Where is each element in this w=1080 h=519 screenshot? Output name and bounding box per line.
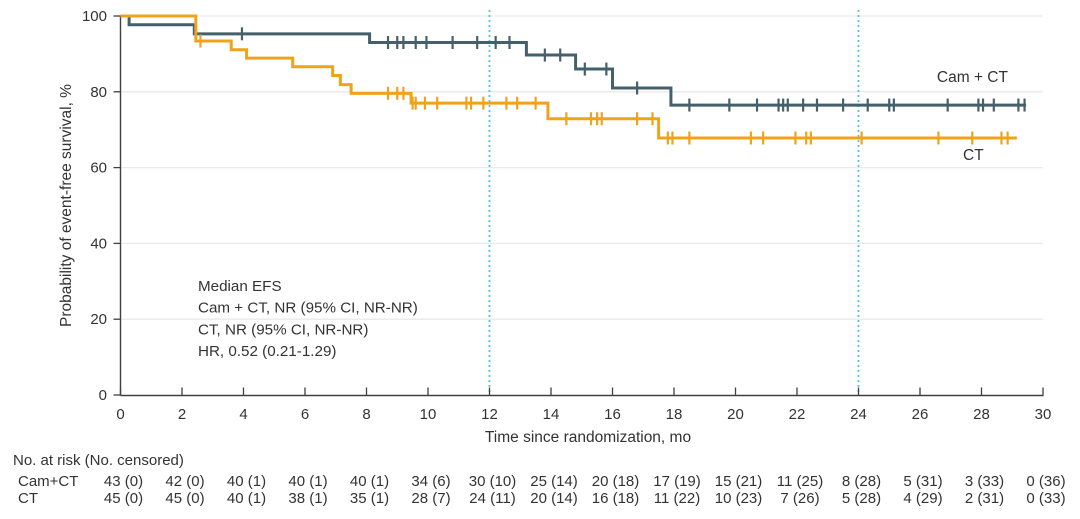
x-tick-label: 22 xyxy=(789,406,806,423)
x-tick-label: 18 xyxy=(666,406,683,423)
risk-cell: 38 (1) xyxy=(288,490,327,507)
risk-cell: 0 (33) xyxy=(1026,490,1065,507)
x-tick-label: 30 xyxy=(1035,406,1052,423)
risk-cell: 30 (10) xyxy=(469,473,517,490)
camct-curve-label: Cam + CT xyxy=(937,69,1009,86)
y-tick-label: 40 xyxy=(90,235,107,252)
x-tick-label: 24 xyxy=(850,406,867,423)
annotation-line: CT, NR (95% CI, NR-NR) xyxy=(198,321,368,338)
risk-cell: 8 (28) xyxy=(842,473,881,490)
x-tick-label: 12 xyxy=(481,406,498,423)
risk-cell: 25 (14) xyxy=(530,473,578,490)
x-tick-label: 2 xyxy=(178,406,186,423)
risk-cell: 28 (7) xyxy=(411,490,450,507)
risk-cell: 7 (26) xyxy=(780,490,819,507)
risk-cell: 2 (31) xyxy=(965,490,1004,507)
y-tick-label: 0 xyxy=(99,387,107,404)
x-tick-label: 8 xyxy=(362,406,370,423)
risk-cell: 40 (1) xyxy=(227,490,266,507)
risk-cell: 5 (28) xyxy=(842,490,881,507)
annotation-line: Median EFS xyxy=(198,278,282,295)
risk-cell: 0 (36) xyxy=(1026,473,1065,490)
risk-cell: 17 (19) xyxy=(653,473,701,490)
x-tick-label: 20 xyxy=(727,406,744,423)
y-axis-title: Probability of event-free survival, % xyxy=(58,84,75,327)
y-tick-label: 100 xyxy=(82,8,107,25)
y-tick-label: 60 xyxy=(90,160,107,177)
risk-row-label: CT xyxy=(18,490,38,507)
risk-cell: 20 (14) xyxy=(530,490,578,507)
x-axis-title: Time since randomization, mo xyxy=(485,429,691,446)
y-tick-label: 20 xyxy=(90,311,107,328)
y-tick-label: 80 xyxy=(90,84,107,101)
risk-cell: 5 (31) xyxy=(903,473,942,490)
risk-cell: 34 (6) xyxy=(411,473,450,490)
x-tick-label: 10 xyxy=(420,406,437,423)
annotation-line: HR, 0.52 (0.21-1.29) xyxy=(198,343,336,360)
x-tick-label: 28 xyxy=(973,406,990,423)
risk-cell: 35 (1) xyxy=(350,490,389,507)
risk-cell: 40 (1) xyxy=(227,473,266,490)
risk-cell: 15 (21) xyxy=(715,473,763,490)
risk-cell: 11 (22) xyxy=(654,490,700,507)
x-tick-label: 6 xyxy=(301,406,309,423)
risk-cell: 24 (11) xyxy=(469,490,515,507)
risk-cell: 16 (18) xyxy=(592,490,640,507)
risk-cell: 20 (18) xyxy=(592,473,640,490)
risk-cell: 40 (1) xyxy=(288,473,327,490)
risk-row-label: Cam+CT xyxy=(18,473,78,490)
risk-cell: 45 (0) xyxy=(104,490,143,507)
x-tick-label: 26 xyxy=(912,406,929,423)
x-tick-label: 14 xyxy=(543,406,560,423)
x-tick-label: 16 xyxy=(604,406,621,423)
risk-cell: 45 (0) xyxy=(165,490,204,507)
ct-curve-label: CT xyxy=(963,147,984,164)
x-tick-label: 4 xyxy=(239,406,247,423)
risk-cell: 3 (33) xyxy=(965,473,1004,490)
x-tick-label: 0 xyxy=(116,406,124,423)
risk-table-header: No. at risk (No. censored) xyxy=(13,452,184,469)
risk-cell: 42 (0) xyxy=(165,473,204,490)
risk-cell: 10 (23) xyxy=(715,490,763,507)
risk-cell: 4 (29) xyxy=(903,490,942,507)
risk-cell: 11 (25) xyxy=(777,473,823,490)
risk-cell: 40 (1) xyxy=(350,473,389,490)
camct-curve xyxy=(120,14,1027,107)
ct-curve xyxy=(120,14,1017,140)
risk-cell: 43 (0) xyxy=(104,473,143,490)
annotation-line: Cam + CT, NR (95% CI, NR-NR) xyxy=(198,300,418,317)
